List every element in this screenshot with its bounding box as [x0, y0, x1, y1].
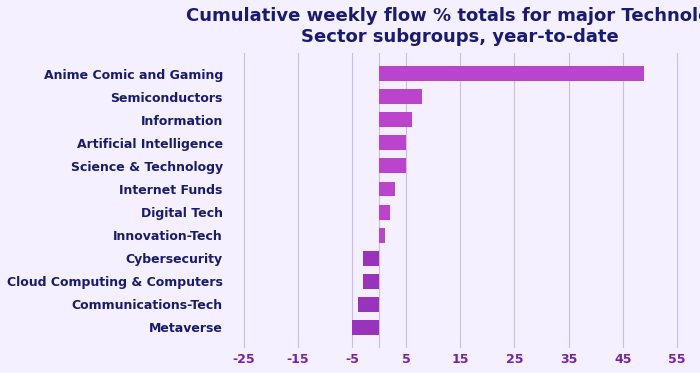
Bar [358, 297, 379, 312]
Bar [352, 320, 379, 335]
Bar [379, 135, 406, 150]
Bar [379, 66, 645, 81]
Bar [379, 112, 412, 127]
Bar [379, 89, 423, 104]
Bar [363, 274, 379, 289]
Bar [379, 228, 384, 242]
Bar [379, 182, 396, 197]
Bar [379, 159, 406, 173]
Bar [379, 204, 390, 220]
Title: Cumulative weekly flow % totals for major Technology
Sector subgroups, year-to-d: Cumulative weekly flow % totals for majo… [186, 7, 700, 46]
Bar [363, 251, 379, 266]
